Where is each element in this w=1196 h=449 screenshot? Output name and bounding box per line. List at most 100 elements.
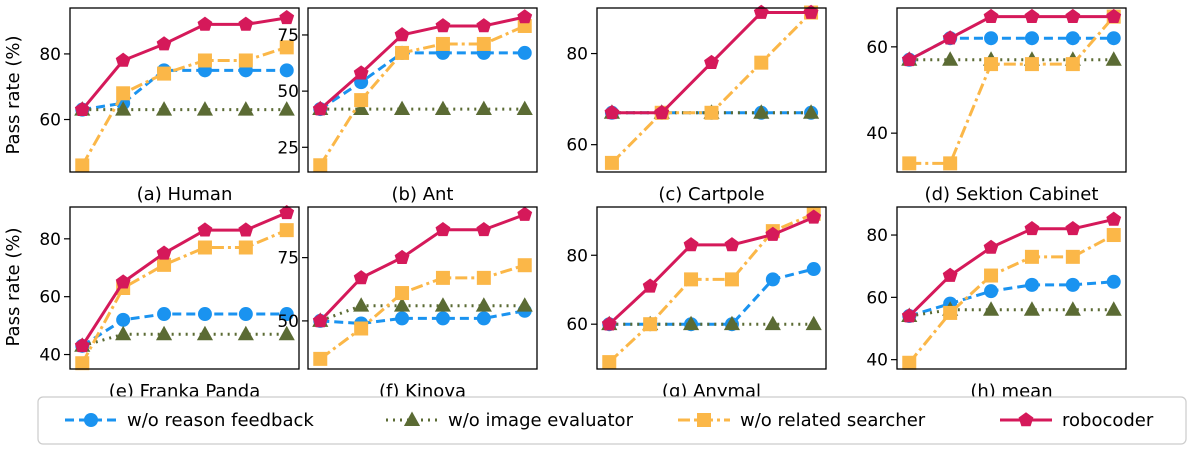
data-point-pentagon xyxy=(683,237,699,252)
series-line xyxy=(318,24,526,167)
data-point-square xyxy=(943,156,958,171)
data-point-circle xyxy=(238,307,253,322)
series-line xyxy=(608,215,815,326)
plot-frame xyxy=(596,206,827,370)
data-point-circle xyxy=(765,272,780,287)
data-point-triangle xyxy=(802,104,820,119)
subplot-3: 60 80 (c) Cartpole xyxy=(566,4,827,205)
series-line xyxy=(909,308,1114,318)
data-point-square xyxy=(435,36,450,51)
y-tick-label: 60 xyxy=(566,136,588,156)
subplot-2: 25 50 75 (b) Ant xyxy=(277,7,538,205)
series-line xyxy=(80,45,288,167)
series-line xyxy=(81,312,287,348)
data-point-pentagon xyxy=(156,245,172,260)
legend-marker-circle xyxy=(84,413,98,427)
data-point-pentagon xyxy=(1024,221,1040,236)
data-point-pentagon xyxy=(279,10,295,25)
data-point-square xyxy=(1106,228,1121,243)
data-point-square xyxy=(395,45,410,60)
data-point-triangle xyxy=(475,100,492,116)
data-point-square xyxy=(643,317,658,332)
data-point-square xyxy=(684,272,699,287)
data-point-pentagon xyxy=(704,54,719,69)
data-point-pentagon xyxy=(279,204,295,220)
y-tick-label: 60 xyxy=(866,38,888,58)
data-point-pentagon xyxy=(1106,8,1122,23)
data-point-pentagon xyxy=(983,239,999,254)
data-point-circle xyxy=(116,312,131,327)
data-point-square xyxy=(238,53,253,68)
plot-frame xyxy=(896,206,1127,370)
data-point-square xyxy=(704,105,719,120)
data-point-pentagon xyxy=(394,249,410,264)
legend-marker-square xyxy=(697,413,711,427)
y-tick-label: 75 xyxy=(277,249,299,269)
data-point-circle xyxy=(435,311,450,326)
y-tick-label: 50 xyxy=(277,312,299,332)
data-point-square xyxy=(1024,57,1039,72)
data-point-circle xyxy=(1106,274,1121,289)
legend-entry-related-searcher: w/o related searcher xyxy=(678,410,926,431)
y-tick-label: 25 xyxy=(277,138,299,158)
data-point-pentagon xyxy=(1065,221,1081,236)
data-point-triangle xyxy=(475,297,492,312)
data-point-pentagon xyxy=(753,4,769,19)
data-point-triangle xyxy=(434,297,452,312)
data-point-square xyxy=(1065,57,1080,72)
data-point-square xyxy=(902,156,917,171)
y-tick-label: 60 xyxy=(566,315,588,335)
data-point-circle xyxy=(197,307,212,322)
plot-frame xyxy=(307,7,538,173)
plot-frame xyxy=(896,7,1127,173)
data-point-square xyxy=(197,53,212,68)
data-point-square xyxy=(157,257,172,272)
data-point-pentagon xyxy=(983,8,999,23)
legend-entry-robocoder: robocoder xyxy=(1000,410,1154,431)
data-point-pentagon xyxy=(1065,8,1081,23)
y-tick-label: 60 xyxy=(39,288,61,308)
data-point-triangle xyxy=(805,315,822,331)
data-point-square xyxy=(984,57,999,72)
series-line xyxy=(908,233,1115,364)
legend-label: robocoder xyxy=(1062,410,1154,431)
data-point-triangle xyxy=(196,101,214,116)
legend-entry-image-evaluator: w/o image evaluator xyxy=(386,410,634,431)
data-point-square xyxy=(754,55,769,70)
subplot-title: (a) Human xyxy=(137,184,233,205)
data-point-triangle xyxy=(393,100,411,116)
data-point-pentagon xyxy=(394,27,410,42)
y-tick-label: 40 xyxy=(866,124,888,144)
data-point-square xyxy=(435,270,450,285)
data-point-triangle xyxy=(1105,301,1122,316)
data-point-square xyxy=(313,158,328,173)
legend-label: w/o reason feedback xyxy=(127,410,314,431)
data-point-pentagon xyxy=(74,101,90,116)
data-point-square xyxy=(943,305,958,320)
data-point-triangle xyxy=(393,297,411,312)
legend: w/o reason feedback w/o image evaluator … xyxy=(37,396,1187,445)
data-point-triangle xyxy=(278,325,295,341)
data-point-pentagon xyxy=(238,222,254,237)
data-point-square xyxy=(279,223,294,238)
series-line xyxy=(82,68,287,112)
series-line xyxy=(320,309,526,325)
data-point-circle xyxy=(517,45,532,60)
data-point-triangle xyxy=(516,100,533,116)
data-point-triangle xyxy=(942,51,959,66)
series-line xyxy=(908,15,1114,62)
plot-frame xyxy=(596,7,827,173)
legend-marker xyxy=(84,413,98,427)
data-point-pentagon xyxy=(654,104,670,120)
data-point-triangle xyxy=(1105,51,1122,66)
y-tick-label: 80 xyxy=(39,45,61,65)
series-line xyxy=(81,16,287,111)
series-line xyxy=(319,15,526,111)
data-point-triangle xyxy=(115,325,132,341)
data-point-pentagon xyxy=(604,104,620,120)
data-point-circle xyxy=(395,311,410,326)
